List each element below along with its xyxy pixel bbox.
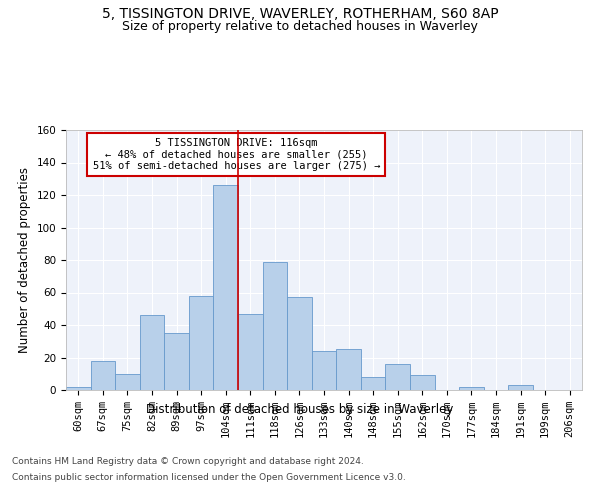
Text: 5 TISSINGTON DRIVE: 116sqm
← 48% of detached houses are smaller (255)
51% of sem: 5 TISSINGTON DRIVE: 116sqm ← 48% of deta… <box>92 138 380 171</box>
Text: Distribution of detached houses by size in Waverley: Distribution of detached houses by size … <box>146 402 454 415</box>
Bar <box>214 185 238 390</box>
Text: Size of property relative to detached houses in Waverley: Size of property relative to detached ho… <box>122 20 478 33</box>
Bar <box>164 333 189 390</box>
Bar <box>238 314 263 390</box>
Bar <box>410 376 434 390</box>
Y-axis label: Number of detached properties: Number of detached properties <box>18 167 31 353</box>
Bar <box>263 262 287 390</box>
Bar <box>115 374 140 390</box>
Bar <box>385 364 410 390</box>
Bar <box>66 387 91 390</box>
Bar <box>189 296 214 390</box>
Bar <box>361 377 385 390</box>
Bar <box>140 316 164 390</box>
Bar <box>508 385 533 390</box>
Text: Contains public sector information licensed under the Open Government Licence v3: Contains public sector information licen… <box>12 472 406 482</box>
Bar <box>312 351 336 390</box>
Bar <box>336 350 361 390</box>
Text: Contains HM Land Registry data © Crown copyright and database right 2024.: Contains HM Land Registry data © Crown c… <box>12 458 364 466</box>
Bar <box>91 361 115 390</box>
Bar <box>459 387 484 390</box>
Bar <box>287 298 312 390</box>
Text: 5, TISSINGTON DRIVE, WAVERLEY, ROTHERHAM, S60 8AP: 5, TISSINGTON DRIVE, WAVERLEY, ROTHERHAM… <box>101 8 499 22</box>
